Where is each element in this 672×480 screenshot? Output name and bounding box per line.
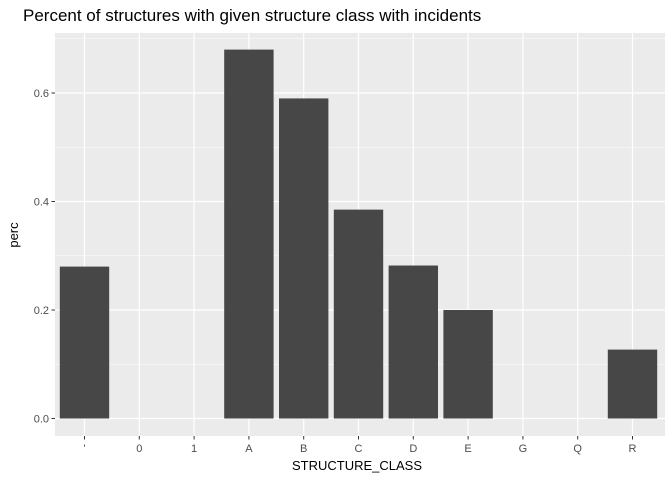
- x-tick-label: G: [519, 443, 528, 455]
- x-axis: ' 0 1 A B C D E G Q R: [83, 436, 637, 455]
- x-axis-title: STRUCTURE_CLASS: [292, 458, 422, 473]
- x-tick-label: C: [355, 443, 363, 455]
- x-tick-label: 1: [191, 443, 197, 455]
- x-tick-label: E: [464, 443, 471, 455]
- x-tick-label: A: [245, 443, 253, 455]
- bar-C: [333, 209, 384, 419]
- x-tick-label: Q: [573, 443, 582, 455]
- bar-E: [443, 310, 493, 419]
- chart-title: Percent of structures with given structu…: [23, 6, 481, 25]
- y-tick-label: 0.2: [34, 305, 49, 317]
- x-tick-label: D: [409, 443, 417, 455]
- y-tick-label: 0.4: [34, 197, 49, 209]
- y-tick-label: 0.0: [34, 414, 49, 426]
- bar-D: [388, 265, 438, 419]
- bars: [59, 49, 658, 419]
- x-tick-label: ': [83, 443, 85, 455]
- x-tick-label: B: [300, 443, 307, 455]
- y-axis-title: perc: [6, 222, 21, 248]
- bar-R: [607, 349, 658, 419]
- y-tick-label: 0.6: [34, 88, 49, 100]
- bar-A: [224, 49, 274, 419]
- y-axis: 0.0 0.2 0.4 0.6: [34, 88, 55, 426]
- bar-B: [279, 98, 329, 419]
- bar-apostrophe: [59, 266, 110, 419]
- x-tick-label: R: [629, 443, 637, 455]
- x-tick-label: 0: [136, 443, 142, 455]
